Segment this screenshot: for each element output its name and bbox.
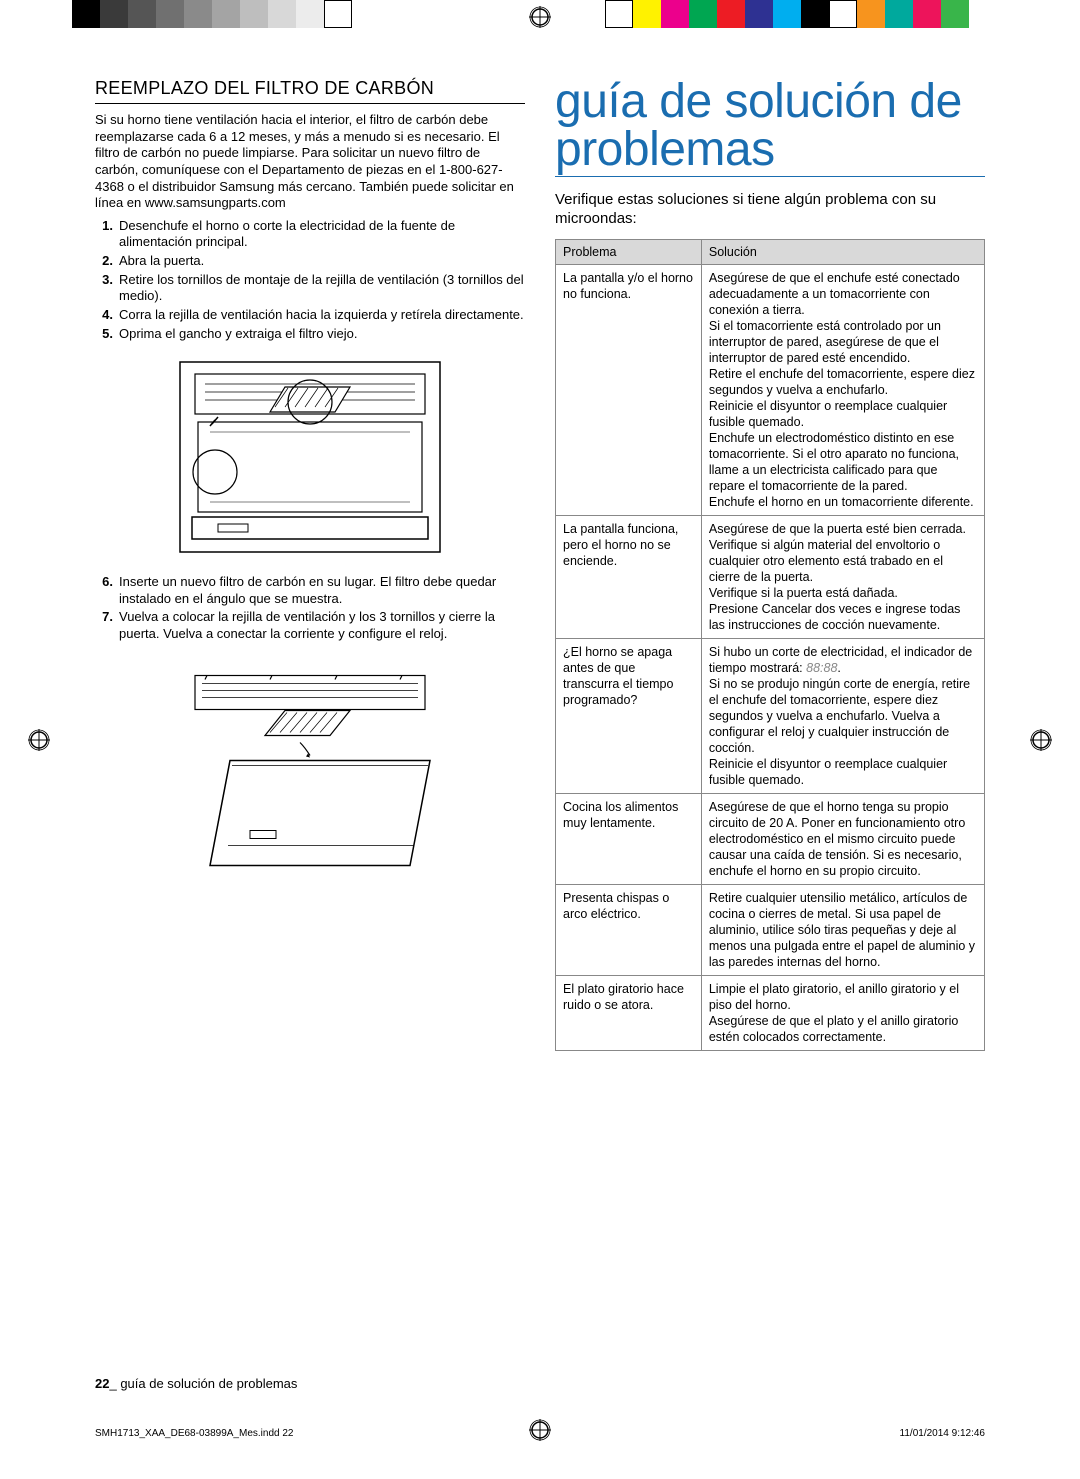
step-num: 2. xyxy=(95,253,119,270)
step-text: Oprima el gancho y extraiga el filtro vi… xyxy=(119,326,525,343)
cell-solution: Asegúrese de que el enchufe esté conecta… xyxy=(701,264,984,515)
page-footer: 22_ guía de solución de problemas xyxy=(95,1376,985,1391)
cell-solution: Asegúrese de que el horno tenga su propi… xyxy=(701,793,984,884)
meta-date: 11/01/2014 9:12:46 xyxy=(900,1428,985,1439)
color-bar-cmyk xyxy=(605,0,969,28)
swatch xyxy=(689,0,717,28)
color-bar-grayscale xyxy=(72,0,352,28)
swatch xyxy=(661,0,689,28)
swatch xyxy=(100,0,128,28)
reg-mark-top xyxy=(529,6,551,28)
cell-problem: La pantalla y/o el horno no funciona. xyxy=(556,264,702,515)
step-item: 3.Retire los tornillos de montaje de la … xyxy=(95,272,525,305)
swatch xyxy=(605,0,633,28)
steps-list-a: 1.Desenchufe el horno o corte la electri… xyxy=(95,218,525,342)
swatch xyxy=(633,0,661,28)
col-solution: Solución xyxy=(701,239,984,264)
swatch xyxy=(857,0,885,28)
step-num: 3. xyxy=(95,272,119,305)
subheading: Verifique estas soluciones si tiene algú… xyxy=(555,191,985,229)
swatch xyxy=(128,0,156,28)
diagram-1 xyxy=(170,352,450,562)
swatch xyxy=(324,0,352,28)
step-num: 5. xyxy=(95,326,119,343)
step-text: Corra la rejilla de ventilación hacia la… xyxy=(119,307,525,324)
table-row: La pantalla funciona, pero el horno no s… xyxy=(556,515,985,638)
cell-problem: El plato giratorio hace ruido o se atora… xyxy=(556,975,702,1050)
cell-problem: La pantalla funciona, pero el horno no s… xyxy=(556,515,702,638)
cell-problem: Presenta chispas o arco eléctrico. xyxy=(556,884,702,975)
swatch xyxy=(240,0,268,28)
cell-problem: Cocina los alimentos muy lentamente. xyxy=(556,793,702,884)
step-num: 4. xyxy=(95,307,119,324)
step-text: Vuelva a colocar la rejilla de ventilaci… xyxy=(119,609,525,642)
intro-text: Si su horno tiene ventilación hacia el i… xyxy=(95,112,525,212)
swatch xyxy=(885,0,913,28)
cell-solution: Retire cualquier utensilio metálico, art… xyxy=(701,884,984,975)
steps-list-b: 6.Inserte un nuevo filtro de carbón en s… xyxy=(95,574,525,643)
cell-solution: Limpie el plato giratorio, el anillo gir… xyxy=(701,975,984,1050)
swatch xyxy=(156,0,184,28)
table-row: La pantalla y/o el horno no funciona.Ase… xyxy=(556,264,985,515)
right-column: guía de solución de problemas Verifique … xyxy=(555,78,985,1051)
left-column: REEMPLAZO DEL FILTRO DE CARBÓN Si su hor… xyxy=(95,78,525,1051)
step-text: Retire los tornillos de montaje de la re… xyxy=(119,272,525,305)
reg-mark-left xyxy=(28,729,50,751)
step-item: 5.Oprima el gancho y extraiga el filtro … xyxy=(95,326,525,343)
swatch xyxy=(773,0,801,28)
page-title: guía de solución de problemas xyxy=(555,78,985,177)
step-num: 7. xyxy=(95,609,119,642)
swatch xyxy=(913,0,941,28)
swatch xyxy=(717,0,745,28)
table-row: Cocina los alimentos muy lentamente.Aseg… xyxy=(556,793,985,884)
table-row: Presenta chispas o arco eléctrico.Retire… xyxy=(556,884,985,975)
step-item: 6.Inserte un nuevo filtro de carbón en s… xyxy=(95,574,525,607)
cell-solution: Asegúrese de que la puerta esté bien cer… xyxy=(701,515,984,638)
table-row: El plato giratorio hace ruido o se atora… xyxy=(556,975,985,1050)
step-item: 4.Corra la rejilla de ventilación hacia … xyxy=(95,307,525,324)
troubleshooting-table: Problema Solución La pantalla y/o el hor… xyxy=(555,239,985,1051)
swatch xyxy=(801,0,829,28)
footer-sep: _ xyxy=(109,1376,120,1391)
swatch xyxy=(212,0,240,28)
swatch xyxy=(72,0,100,28)
table-row: ¿El horno se apaga antes de que transcur… xyxy=(556,638,985,793)
col-problem: Problema xyxy=(556,239,702,264)
diagram-2 xyxy=(170,653,450,888)
display-code: 88:88 xyxy=(806,661,837,675)
cell-solution: Si hubo un corte de electricidad, el ind… xyxy=(701,638,984,793)
step-text: Inserte un nuevo filtro de carbón en su … xyxy=(119,574,525,607)
cell-problem: ¿El horno se apaga antes de que transcur… xyxy=(556,638,702,793)
step-item: 1.Desenchufe el horno o corte la electri… xyxy=(95,218,525,251)
swatch xyxy=(268,0,296,28)
step-text: Desenchufe el horno o corte la electrici… xyxy=(119,218,525,251)
step-item: 2.Abra la puerta. xyxy=(95,253,525,270)
page-number: 22 xyxy=(95,1376,109,1391)
print-meta: SMH1713_XAA_DE68-03899A_Mes.indd 22 11/0… xyxy=(95,1428,985,1439)
reg-mark-right xyxy=(1030,729,1052,751)
step-num: 6. xyxy=(95,574,119,607)
step-text: Abra la puerta. xyxy=(119,253,525,270)
footer-section: guía de solución de problemas xyxy=(120,1376,297,1391)
meta-file: SMH1713_XAA_DE68-03899A_Mes.indd 22 xyxy=(95,1428,293,1439)
swatch xyxy=(745,0,773,28)
page-content: REEMPLAZO DEL FILTRO DE CARBÓN Si su hor… xyxy=(95,78,985,1051)
step-num: 1. xyxy=(95,218,119,251)
step-item: 7.Vuelva a colocar la rejilla de ventila… xyxy=(95,609,525,642)
swatch xyxy=(941,0,969,28)
swatch xyxy=(296,0,324,28)
section-heading: REEMPLAZO DEL FILTRO DE CARBÓN xyxy=(95,78,525,104)
swatch xyxy=(184,0,212,28)
swatch xyxy=(829,0,857,28)
